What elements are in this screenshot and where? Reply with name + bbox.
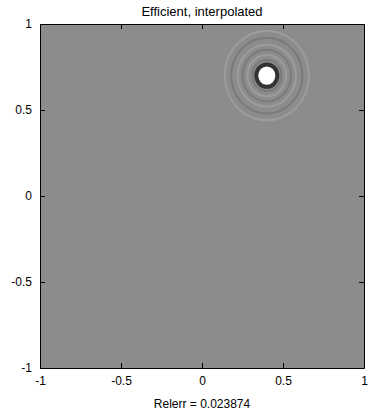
tick-mark xyxy=(121,363,122,368)
tick xyxy=(359,368,364,369)
tick-label: -1 xyxy=(35,374,46,388)
axis-line xyxy=(41,368,365,369)
tick-mark xyxy=(359,368,364,369)
tick: -1 xyxy=(21,361,45,375)
ripple xyxy=(225,31,309,120)
figure: -1 -0.5 0 0.5 1 -1 -0.5 0 0.5 1 Efficient, interpo… xyxy=(0,0,376,416)
y-axis: -1 -0.5 0 0.5 1 xyxy=(11,17,45,375)
ripple xyxy=(247,55,286,96)
tick-mark xyxy=(40,282,45,283)
tick-mark xyxy=(359,196,364,197)
ripple xyxy=(252,60,281,91)
tick-label: 0 xyxy=(199,374,206,388)
tick xyxy=(121,24,122,29)
tick-mark xyxy=(359,24,364,25)
tick-label: -0.5 xyxy=(111,374,132,388)
tick-mark xyxy=(359,110,364,111)
ripple xyxy=(231,38,302,114)
field-background xyxy=(40,24,364,368)
tick-label: -0.5 xyxy=(11,275,32,289)
axis-line xyxy=(364,25,365,369)
tick: 0 xyxy=(199,363,206,388)
tick: 0.5 xyxy=(275,363,292,388)
tick-mark xyxy=(283,363,284,368)
tick-label: 0.5 xyxy=(275,374,292,388)
tick xyxy=(283,24,284,29)
tick: 0.5 xyxy=(15,103,45,117)
x-axis-title: Relerr = 0.023874 xyxy=(154,397,251,411)
tick xyxy=(359,24,364,25)
x-axis-top xyxy=(41,24,365,29)
tick: -0.5 xyxy=(111,363,132,388)
axes: -1 -0.5 0 0.5 1 -1 -0.5 0 0.5 1 xyxy=(11,17,368,387)
tick xyxy=(359,196,364,197)
tick-mark xyxy=(202,363,203,368)
ripple xyxy=(238,45,296,107)
tick-mark xyxy=(283,24,284,29)
plot-area xyxy=(40,24,364,368)
tick-mark xyxy=(40,24,41,29)
tick-label: 0.5 xyxy=(15,103,32,117)
tick-label: 1 xyxy=(361,374,368,388)
tick-mark xyxy=(359,282,364,283)
ripple xyxy=(243,50,292,102)
y-axis-right xyxy=(359,25,365,369)
tick-label: -1 xyxy=(21,361,32,375)
tick xyxy=(40,24,41,29)
tick-mark xyxy=(40,368,45,369)
x-axis: -1 -0.5 0 0.5 1 xyxy=(35,363,368,388)
tick: -0.5 xyxy=(11,275,45,289)
chart-title: Efficient, interpolated xyxy=(141,4,262,19)
scatterer xyxy=(256,64,277,86)
tick-mark xyxy=(121,24,122,29)
tick xyxy=(359,282,364,283)
tick-mark xyxy=(202,24,203,29)
tick-mark xyxy=(40,110,45,111)
tick: 0 xyxy=(25,189,45,203)
tick-label: 1 xyxy=(25,17,32,31)
tick-mark xyxy=(40,196,45,197)
tick-label: 0 xyxy=(25,189,32,203)
tick xyxy=(359,110,364,111)
tick xyxy=(202,24,203,29)
